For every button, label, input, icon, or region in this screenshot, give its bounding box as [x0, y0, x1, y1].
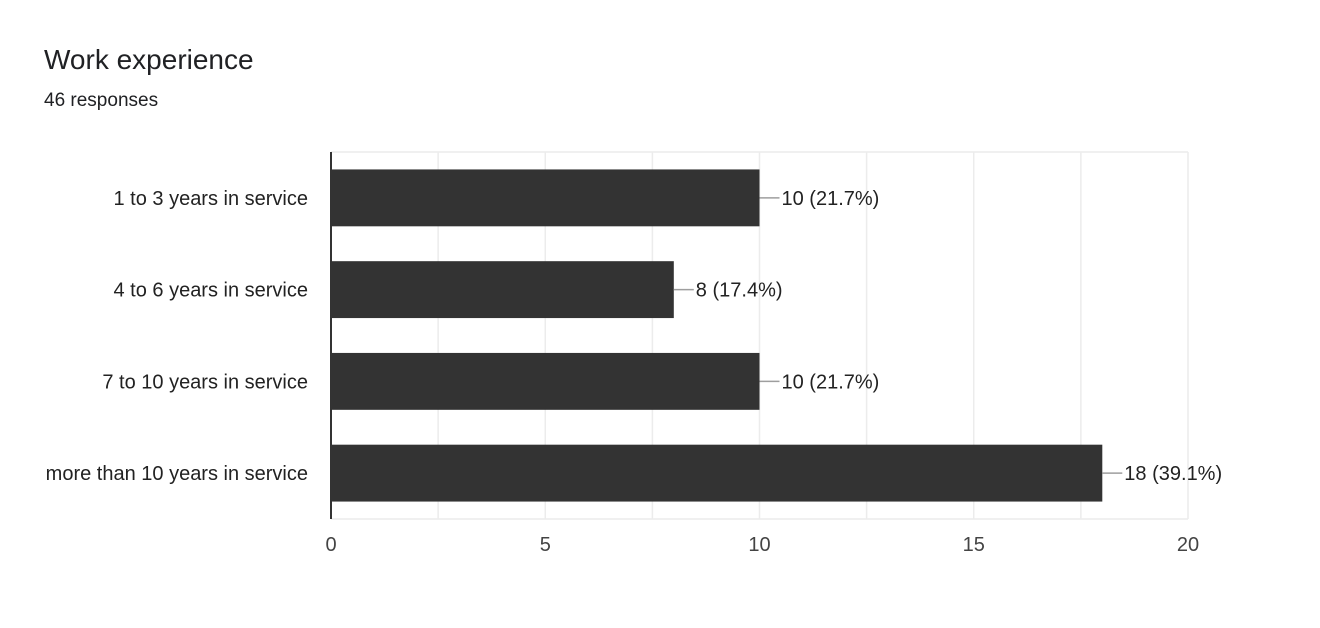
x-tick-label: 20: [1177, 534, 1199, 556]
category-label: 1 to 3 years in service: [113, 188, 308, 210]
data-label: 10 (21.7%): [782, 188, 880, 210]
data-label: 8 (17.4%): [696, 280, 783, 302]
bar: [331, 352, 760, 410]
category-label: more than 10 years in service: [46, 463, 308, 485]
category-label: 4 to 6 years in service: [113, 280, 308, 302]
x-tick-label: 10: [748, 534, 770, 556]
bar: [331, 444, 1103, 502]
data-label: 10 (21.7%): [782, 371, 880, 393]
data-label: 18 (39.1%): [1124, 463, 1222, 485]
bar: [331, 169, 760, 227]
x-tick-label: 15: [963, 534, 985, 556]
bar: [331, 261, 674, 319]
category-label: 7 to 10 years in service: [102, 371, 308, 393]
x-tick-label: 5: [540, 534, 551, 556]
x-tick-label: 0: [325, 534, 336, 556]
response-count: 46 responses: [44, 90, 159, 111]
chart-title: Work experience: [44, 44, 254, 75]
